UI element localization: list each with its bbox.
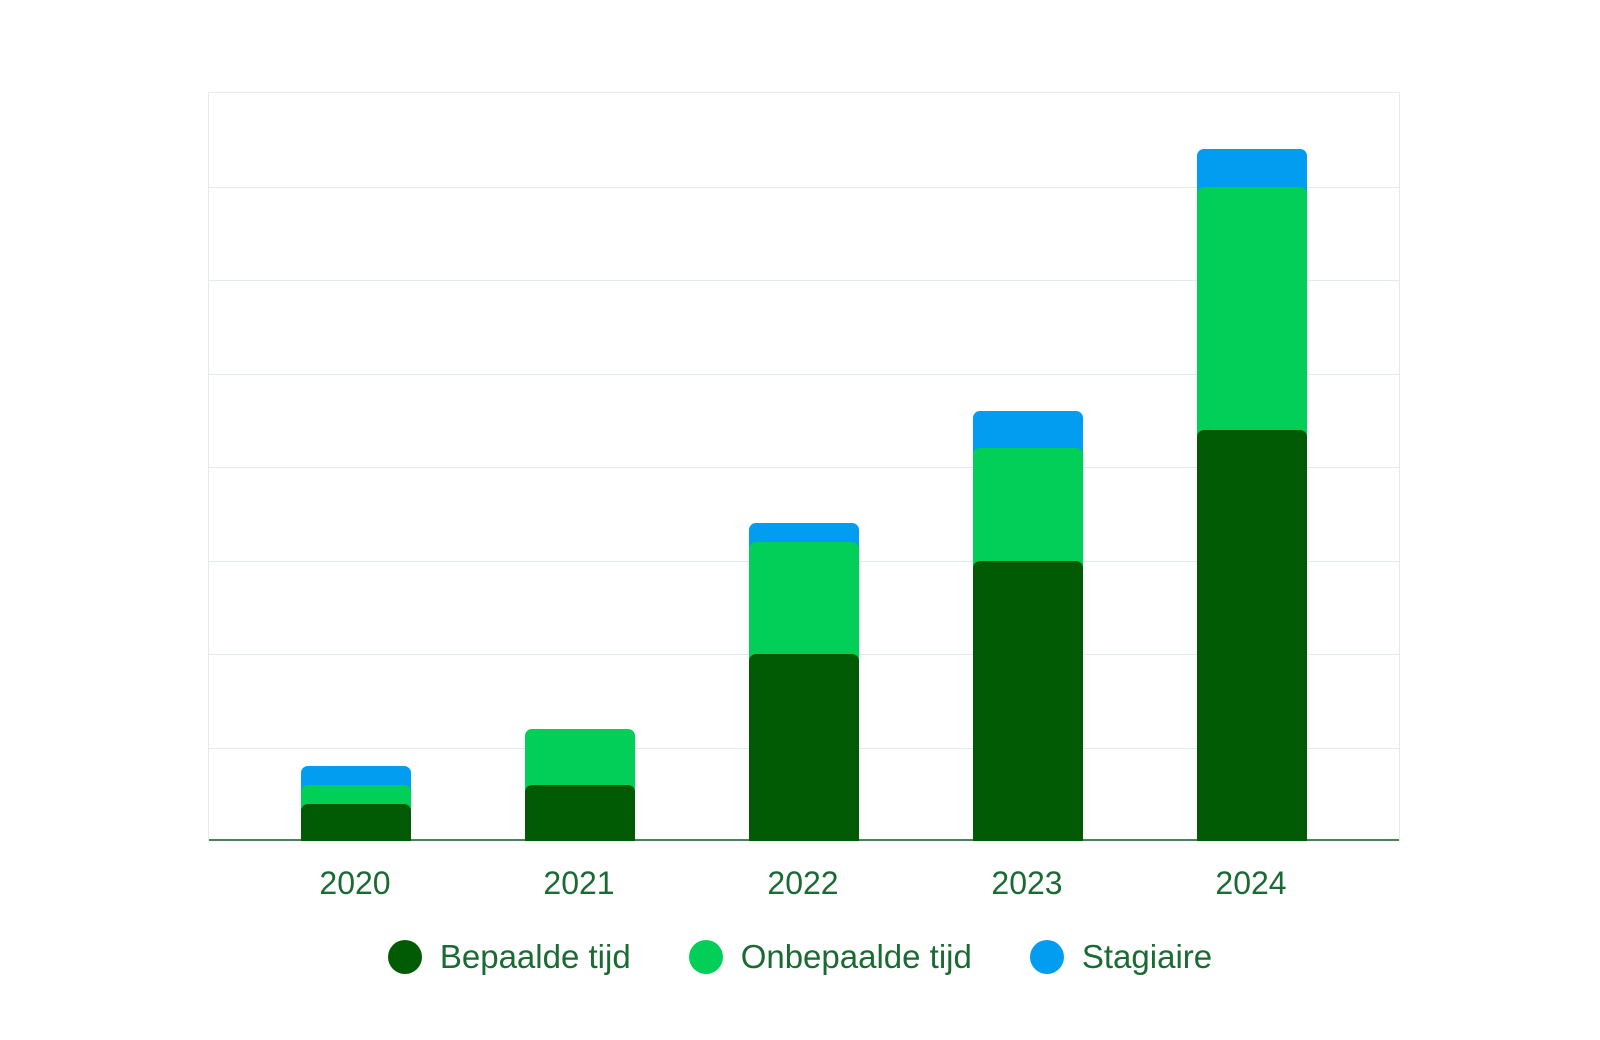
bar-segment-bepaalde-tijd-2020[interactable] xyxy=(301,803,411,841)
legend: Bepaalde tijd Onbepaalde tijd Stagiaire xyxy=(0,938,1600,975)
bar-2022[interactable] xyxy=(749,93,859,841)
legend-item-stagiaire[interactable]: Stagiaire xyxy=(1029,938,1213,975)
x-axis-label-2024: 2024 xyxy=(1215,865,1287,901)
legend-color-dot-stagiaire xyxy=(1029,940,1064,975)
legend-color-dot-bepaalde-tijd xyxy=(387,940,422,975)
legend-item-label: Onbepaalde tijd xyxy=(740,938,972,975)
y-gridline xyxy=(209,373,1399,375)
y-gridline xyxy=(209,280,1399,281)
legend-color-dot-onbepaalde-tijd xyxy=(688,940,723,975)
bar-2021[interactable] xyxy=(525,93,635,841)
y-gridline xyxy=(209,467,1399,468)
legend-item-bepaalde-tijd[interactable]: Bepaalde tijd xyxy=(387,938,631,975)
plot-area xyxy=(208,92,1400,841)
bar-2024[interactable] xyxy=(1197,93,1307,841)
x-axis-label-2021: 2021 xyxy=(543,865,615,901)
bar-2023[interactable] xyxy=(973,93,1083,841)
bar-segment-bepaalde-tijd-2023[interactable] xyxy=(973,560,1083,841)
bar-2020[interactable] xyxy=(301,93,411,841)
legend-item-label: Stagiaire xyxy=(1081,938,1213,975)
x-axis-label-2023: 2023 xyxy=(991,865,1063,901)
y-gridline xyxy=(209,186,1399,188)
x-axis-label-2020: 2020 xyxy=(319,865,391,901)
x-axis-label-2022: 2022 xyxy=(767,865,839,901)
legend-item-label: Bepaalde tijd xyxy=(439,938,631,975)
bar-segment-bepaalde-tijd-2021[interactable] xyxy=(525,784,635,841)
bar-segment-bepaalde-tijd-2024[interactable] xyxy=(1197,429,1307,841)
bar-segment-bepaalde-tijd-2022[interactable] xyxy=(749,654,859,841)
legend-item-onbepaalde-tijd[interactable]: Onbepaalde tijd xyxy=(688,938,972,975)
